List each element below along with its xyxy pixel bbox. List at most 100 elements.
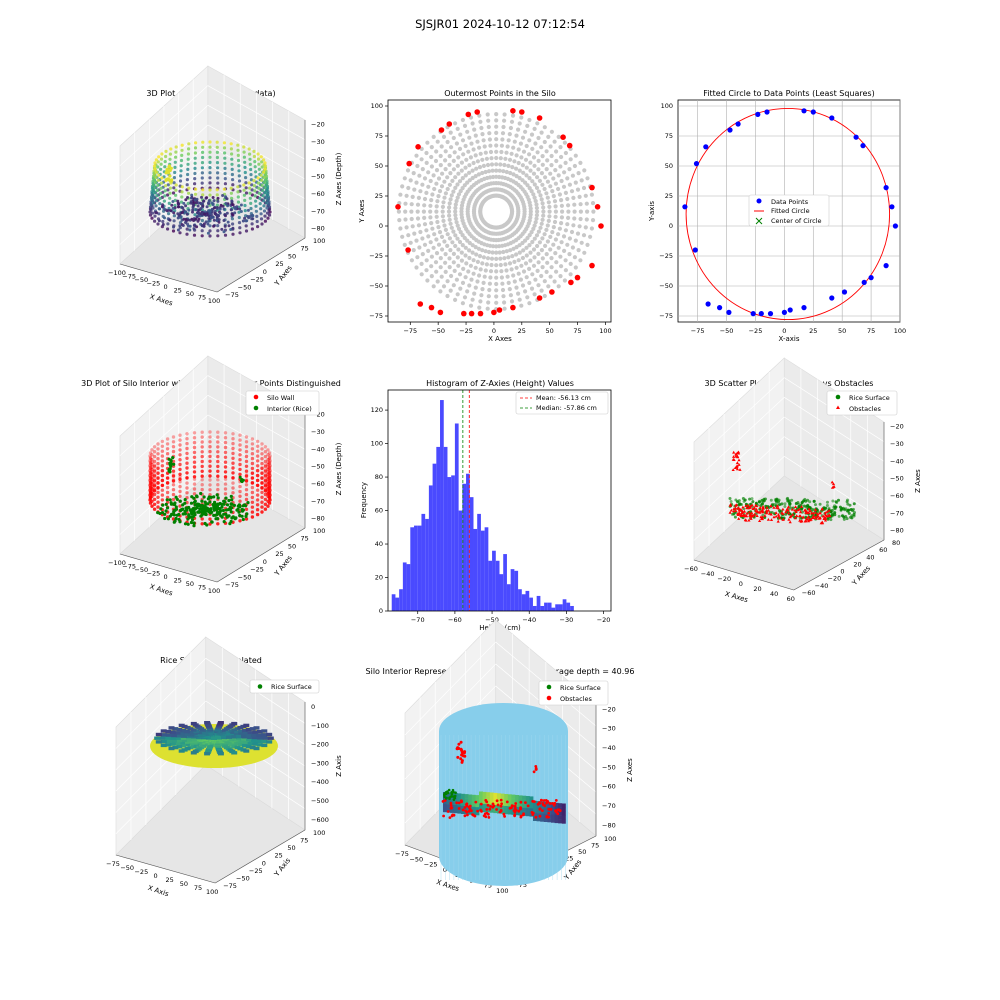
obstacle-point [513,813,517,817]
legend-box [249,679,320,694]
outer-point [491,309,497,316]
background-point [502,162,507,168]
interior-point [215,510,220,514]
rice-point [834,500,838,504]
background-point [486,294,491,299]
wall-point [244,445,249,449]
y-tick-label: −50 [238,573,252,581]
wall-point [160,444,165,448]
wall-point [200,517,204,521]
z-tick-label: −80 [890,527,904,535]
wall-point [223,431,228,435]
scatter-point [192,227,196,231]
background-point [453,213,458,218]
obstacle-point [534,815,538,819]
obstacle-point [813,508,818,511]
obstacle-point [793,505,798,508]
obstacle-point [556,808,560,812]
surface-patch [266,732,273,737]
wall-point [160,468,165,473]
scatter-point [208,212,212,215]
scatter-point [242,183,246,187]
background-point [578,160,583,165]
data-point [810,109,816,115]
wall-point [160,483,165,487]
rice-surface-patch [457,793,462,798]
wall-point [208,440,212,444]
background-point [501,294,506,299]
x-tick-label: −75 [122,273,136,281]
wall-point [244,517,249,521]
background-point [460,176,465,181]
scatter-point [152,177,156,181]
rice-surface-patch [464,798,469,803]
rice-point [729,500,733,503]
scatter-point [188,224,192,228]
y-tick-label: −75 [225,291,239,299]
scatter-point [239,210,243,213]
legend-marker [546,684,552,690]
rice-point [844,507,848,511]
obstacle-point [738,507,742,511]
data-point [758,311,764,317]
surface-patch [262,736,269,740]
wall-point [263,497,268,502]
wall-point [185,476,189,480]
y-tick-label: 50 [665,162,673,170]
background-point [498,262,503,268]
y-tick-label: 25 [275,260,283,268]
scatter-point [168,157,172,161]
scatter-point [252,149,256,153]
scatter-point [249,201,253,205]
obstacle-point [476,809,479,813]
wall-point [231,441,235,446]
interior-point [167,468,171,472]
background-point [470,175,475,181]
scatter-point [236,158,241,163]
wall-point [260,466,264,471]
wall-point [192,455,197,459]
rice-surface-patch [511,798,516,803]
interior-point [171,456,175,460]
wall-point [231,481,235,485]
scatter-point [190,193,194,197]
y-tick-label: 25 [275,852,283,860]
wall-point [185,437,189,441]
surface-patch [165,729,172,734]
obstacle-point [751,514,755,518]
background-point [563,258,568,263]
wall-point [263,478,268,482]
scatter-point [193,161,197,165]
scatter-point [162,207,166,211]
wall-point [200,459,204,464]
background-point [540,265,545,270]
scatter-point [248,191,252,195]
background-point [533,141,538,146]
rice-point [728,497,732,500]
background-point [542,186,547,192]
background-point [434,269,439,274]
data-point [829,295,835,301]
outer-point [405,247,411,253]
obstacle-point [449,806,453,810]
background-point [478,267,483,272]
rice-point [783,505,787,508]
background-point [569,229,575,235]
background-point [551,225,556,230]
scatter-point [265,206,269,210]
scatter-point [262,199,266,203]
background-point [420,236,425,241]
background-point [540,162,545,167]
background-point [453,121,458,126]
y-tick-label: −75 [513,881,527,889]
histogram-bar [484,527,489,611]
background-point [557,192,563,197]
rice-surface-patch [446,792,451,797]
outer-point [589,262,595,269]
scatter-point [159,157,164,161]
rice-surface-patch [554,806,559,812]
obstacle-point [448,816,452,819]
scatter-point [248,157,252,161]
scatter-point [168,152,172,156]
outer-point [549,289,555,295]
